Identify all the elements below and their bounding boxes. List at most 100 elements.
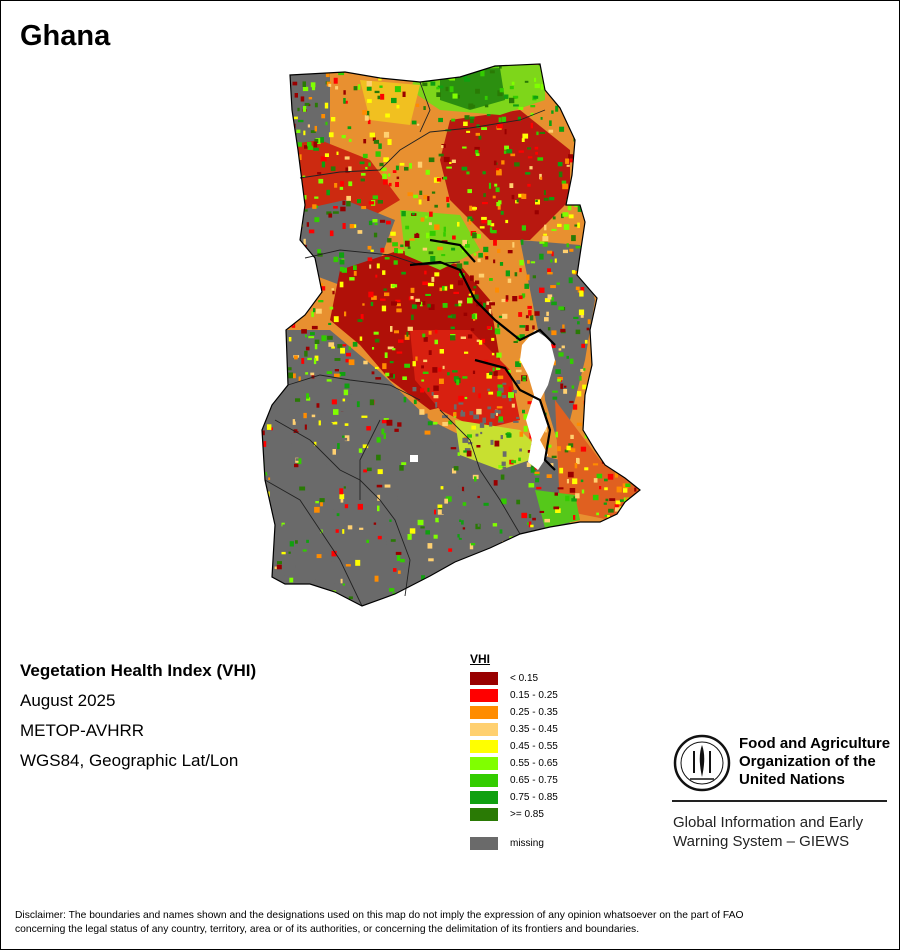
raster-pixel	[256, 588, 262, 594]
raster-pixel	[552, 390, 558, 393]
raster-pixel	[491, 352, 495, 356]
raster-pixel	[468, 512, 472, 517]
raster-pixel	[274, 572, 278, 577]
raster-pixel	[337, 443, 340, 450]
raster-pixel	[641, 527, 645, 531]
raster-pixel	[428, 558, 434, 562]
raster-pixel	[377, 583, 380, 589]
raster-pixel	[374, 398, 378, 402]
raster-pixel	[263, 441, 267, 447]
raster-pixel	[519, 259, 524, 266]
raster-pixel	[447, 372, 450, 376]
raster-pixel	[631, 558, 637, 561]
raster-pixel	[375, 151, 381, 157]
raster-pixel	[367, 99, 372, 103]
raster-pixel	[368, 220, 373, 226]
raster-pixel	[335, 86, 339, 90]
raster-pixel	[293, 598, 297, 601]
raster-pixel	[391, 301, 397, 306]
raster-pixel	[640, 527, 645, 530]
raster-pixel	[597, 552, 604, 558]
raster-pixel	[381, 167, 387, 172]
raster-pixel	[569, 488, 576, 493]
raster-pixel	[291, 438, 297, 444]
raster-pixel	[598, 148, 602, 155]
raster-pixel	[435, 402, 438, 408]
raster-pixel	[305, 608, 308, 612]
raster-pixel	[615, 263, 619, 266]
raster-pixel	[534, 472, 540, 476]
raster-pixel	[288, 337, 292, 342]
raster-pixel	[276, 276, 283, 282]
raster-pixel	[394, 428, 399, 432]
raster-pixel	[477, 524, 480, 527]
raster-pixel	[427, 196, 430, 201]
raster-pixel	[483, 481, 488, 487]
raster-pixel	[262, 174, 268, 178]
raster-pixel	[580, 592, 583, 595]
raster-pixel	[489, 70, 495, 74]
raster-pixel	[637, 86, 640, 90]
raster-pixel	[265, 533, 271, 537]
raster-pixel	[547, 272, 553, 275]
raster-pixel	[353, 86, 358, 91]
raster-pixel	[493, 371, 498, 376]
raster-pixel	[320, 156, 327, 162]
raster-pixel	[387, 346, 394, 350]
raster-pixel	[594, 179, 599, 183]
raster-pixel	[282, 524, 288, 528]
raster-pixel	[285, 113, 290, 120]
raster-pixel	[491, 230, 497, 234]
raster-pixel	[492, 367, 495, 372]
raster-pixel	[468, 219, 472, 225]
raster-pixel	[422, 281, 429, 285]
raster-pixel	[554, 258, 557, 263]
raster-pixel	[447, 315, 452, 318]
raster-pixel	[625, 474, 629, 477]
raster-pixel	[635, 229, 640, 234]
raster-pixel	[407, 246, 411, 249]
raster-pixel	[262, 541, 265, 545]
raster-pixel	[359, 161, 365, 165]
raster-pixel	[419, 409, 425, 415]
legend-label: 0.45 - 0.55	[510, 741, 558, 752]
raster-pixel	[281, 548, 288, 551]
raster-pixel	[314, 196, 319, 199]
raster-pixel	[413, 194, 419, 199]
raster-pixel	[393, 568, 397, 572]
raster-pixel	[475, 88, 480, 94]
raster-pixel	[486, 326, 491, 330]
raster-pixel	[294, 463, 299, 468]
region-boundaries	[264, 81, 546, 607]
raster-pixel	[496, 352, 502, 358]
raster-pixel	[269, 394, 273, 399]
raster-pixel	[607, 119, 610, 125]
raster-pixel	[343, 100, 348, 104]
raster-pixel	[594, 74, 600, 77]
raster-pixel	[422, 333, 426, 338]
raster-pixel	[502, 313, 508, 319]
raster-pixel	[298, 376, 301, 382]
raster-pixel	[325, 121, 328, 126]
raster-pixel	[384, 292, 390, 297]
raster-pixel	[377, 95, 381, 100]
raster-pixel	[262, 286, 266, 290]
raster-pixel	[644, 400, 647, 406]
raster-pixel	[605, 498, 609, 502]
raster-pixel	[530, 524, 534, 528]
raster-pixel	[627, 206, 633, 211]
raster-pixel	[555, 543, 560, 547]
raster-pixel	[316, 593, 322, 598]
raster-pixel	[339, 493, 345, 500]
raster-pixel	[521, 225, 526, 231]
raster-pixel	[574, 463, 578, 469]
raster-pixel	[511, 194, 515, 200]
raster-pixel	[633, 109, 638, 114]
raster-pixel	[533, 596, 537, 602]
raster-pixel	[359, 336, 363, 341]
raster-pixel	[323, 64, 328, 67]
raster-pixel	[458, 300, 463, 304]
raster-pixel	[333, 256, 339, 263]
raster-pixel	[495, 187, 500, 193]
raster-pixel	[314, 441, 317, 447]
